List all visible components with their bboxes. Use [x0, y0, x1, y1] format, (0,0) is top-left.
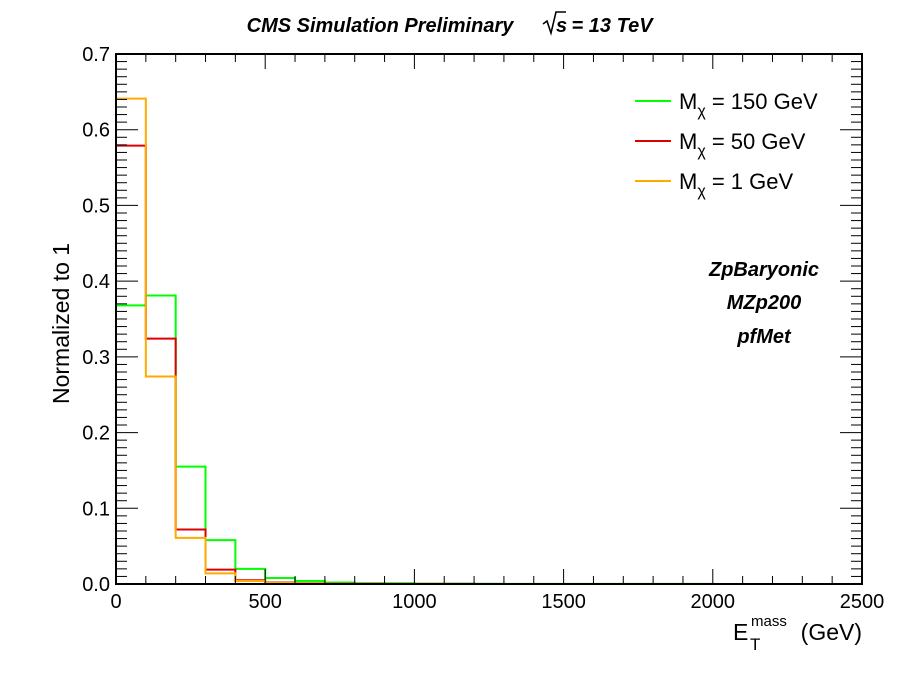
- x-tick-label: 1000: [392, 591, 437, 613]
- y-axis-label: Normalized to 1: [48, 243, 74, 404]
- x-tick-label: 2500: [840, 591, 885, 613]
- y-tick-label: 0.0: [82, 574, 110, 596]
- chart-title: CMS Simulation Preliminary: [247, 15, 515, 37]
- series-line-1: [116, 144, 862, 585]
- legend-entry-2: Mχ = 1 GeV: [635, 169, 794, 200]
- energy-label: s = 13 TeV: [542, 11, 654, 37]
- legend: Mχ = 150 GeV Mχ = 50 GeV Mχ = 1 GeV: [635, 89, 818, 200]
- tick-layer: 0 500 1000 1500 2000 2500 0.0 0.1 0.2 0.3 0.4 0.5 0.…: [82, 44, 884, 613]
- legend-label: Mχ = 150 GeV: [679, 89, 818, 120]
- legend-label: Mχ = 1 GeV: [679, 169, 794, 200]
- x-axis-label-sup: mass: [751, 613, 787, 630]
- y-tick-label: 0.2: [82, 423, 110, 445]
- x-tick-label: 500: [249, 591, 282, 613]
- y-tick-label: 0.3: [82, 347, 110, 369]
- x-axis-label-unit: (GeV): [801, 619, 862, 645]
- legend-entry-0: Mχ = 150 GeV: [635, 89, 818, 120]
- x-axis-label-sub: T: [750, 635, 760, 654]
- x-axis-label-symbol: E: [733, 619, 748, 645]
- x-tick-label: 2000: [691, 591, 736, 613]
- annotation-variable: pfMet: [736, 326, 792, 348]
- legend-label: Mχ = 50 GeV: [679, 129, 806, 160]
- x-tick-label: 1500: [541, 591, 586, 613]
- annotation-model: ZpBaryonic: [708, 259, 819, 281]
- x-axis-label: E T mass (GeV): [733, 613, 862, 654]
- legend-entry-1: Mχ = 50 GeV: [635, 129, 806, 160]
- y-tick-label: 0.5: [82, 195, 110, 217]
- sqrt-symbol-icon: [542, 11, 566, 36]
- y-tick-label: 0.4: [82, 271, 110, 293]
- energy-symbol: s: [556, 15, 567, 37]
- y-tick-label: 0.7: [82, 44, 110, 66]
- series-1: [116, 144, 862, 585]
- y-tick-label: 0.1: [82, 498, 110, 520]
- x-tick-label: 0: [110, 591, 121, 613]
- annotations: ZpBaryonic MZp200 pfMet: [708, 259, 819, 348]
- energy-value: = 13 TeV: [566, 15, 654, 37]
- y-tick-label: 0.6: [82, 120, 110, 142]
- annotation-mass: MZp200: [727, 292, 801, 314]
